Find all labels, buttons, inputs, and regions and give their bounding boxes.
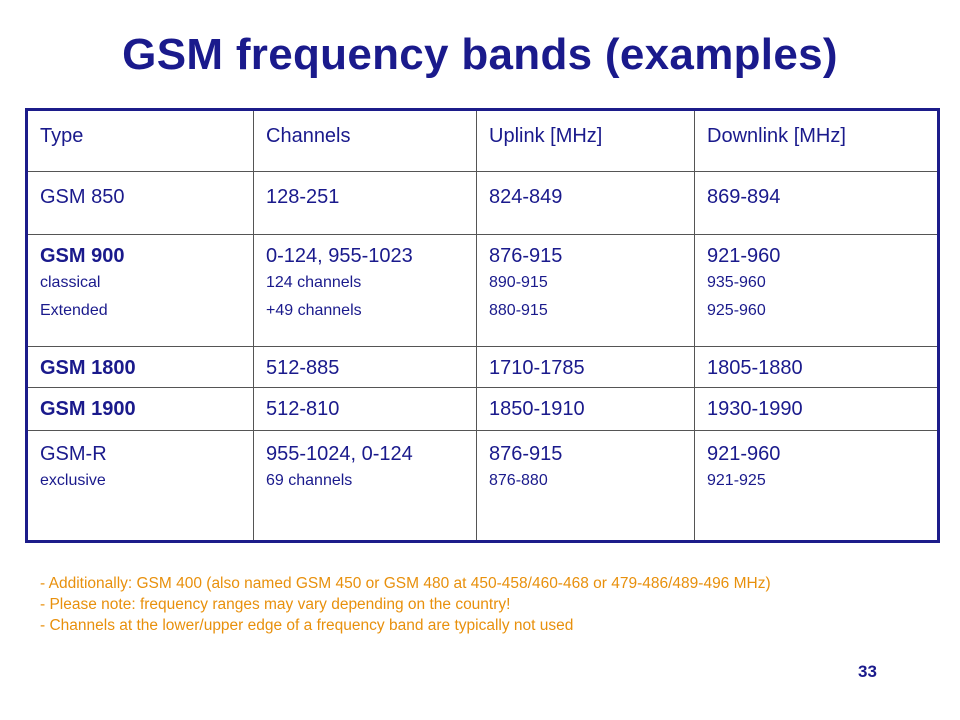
cell-downlink: 921-960 921-925 [694,430,939,542]
cell-channels: 0-124, 955-1023 124 channels +49 channel… [253,234,477,347]
cell-type-sub: classical [40,274,101,291]
cell-uplink: 876-915 876-880 [476,430,695,542]
cell-type: GSM 900 classical Extended [26,234,254,347]
cell-channels-main: 0-124, 955-1023 [266,245,413,267]
cell-channels: 955-1024, 0-124 69 channels [253,430,477,542]
cell-uplink: 1710-1785 [476,346,695,388]
table-row-gsm-850: GSM 850 128-251 824-849 869-894 [26,171,939,235]
header-type: Type [26,109,254,172]
cell-uplink-main: 876-915 [489,245,563,267]
cell-channels: 128-251 [253,171,477,235]
cell-downlink: 869-894 [694,171,939,235]
cell-type-sub: Extended [40,302,108,319]
cell-type: GSM 1900 [26,387,254,431]
footnotes: - Additionally: GSM 400 (also named GSM … [40,573,940,636]
cell-uplink-sub: 890-915 [489,274,548,291]
table-header-row: Type Channels Uplink [MHz] Downlink [MHz… [26,109,939,172]
footnote: - Channels at the lower/upper edge of a … [40,617,574,634]
cell-channels-main: 955-1024, 0-124 [266,443,413,465]
cell-downlink-main: 921-960 [707,443,781,465]
cell-uplink: 1850-1910 [476,387,695,431]
cell-type-sub: exclusive [40,472,106,489]
cell-downlink: 921-960 935-960 925-960 [694,234,939,347]
cell-channels: 512-810 [253,387,477,431]
cell-downlink-sub: 921-925 [707,472,766,489]
cell-downlink-sub: 925-960 [707,302,766,319]
cell-channels-sub: +49 channels [266,302,362,319]
table-row-gsm-r: GSM-R exclusive 955-1024, 0-124 69 chann… [26,430,939,542]
header-downlink: Downlink [MHz] [694,109,939,172]
footnote: - Additionally: GSM 400 (also named GSM … [40,575,771,592]
table-row-gsm-1800: GSM 1800 512-885 1710-1785 1805-1880 [26,346,939,388]
cell-type-main: GSM 900 [40,245,125,267]
cell-uplink: 876-915 890-915 880-915 [476,234,695,347]
frequency-bands-table: Type Channels Uplink [MHz] Downlink [MHz… [25,108,940,543]
cell-uplink-sub: 880-915 [489,302,548,319]
footnote: - Please note: frequency ranges may vary… [40,596,511,613]
slide-title: GSM frequency bands (examples) [122,30,838,79]
table-row-gsm-1900: GSM 1900 512-810 1850-1910 1930-1990 [26,387,939,431]
header-channels: Channels [253,109,477,172]
cell-uplink-sub: 876-880 [489,472,548,489]
cell-uplink: 824-849 [476,171,695,235]
cell-type: GSM 1800 [26,346,254,388]
cell-downlink: 1930-1990 [694,387,939,431]
cell-type-main: GSM-R [40,443,107,465]
cell-type: GSM 850 [26,171,254,235]
cell-downlink: 1805-1880 [694,346,939,388]
cell-channels-sub: 69 channels [266,472,353,489]
table-row-gsm-900: GSM 900 classical Extended 0-124, 955-10… [26,234,939,347]
cell-downlink-sub: 935-960 [707,274,766,291]
cell-downlink-main: 921-960 [707,245,781,267]
page-number: 33 [858,662,877,681]
cell-type: GSM-R exclusive [26,430,254,542]
cell-channels: 512-885 [253,346,477,388]
header-uplink: Uplink [MHz] [476,109,695,172]
cell-channels-sub: 124 channels [266,274,362,291]
cell-uplink-main: 876-915 [489,443,563,465]
